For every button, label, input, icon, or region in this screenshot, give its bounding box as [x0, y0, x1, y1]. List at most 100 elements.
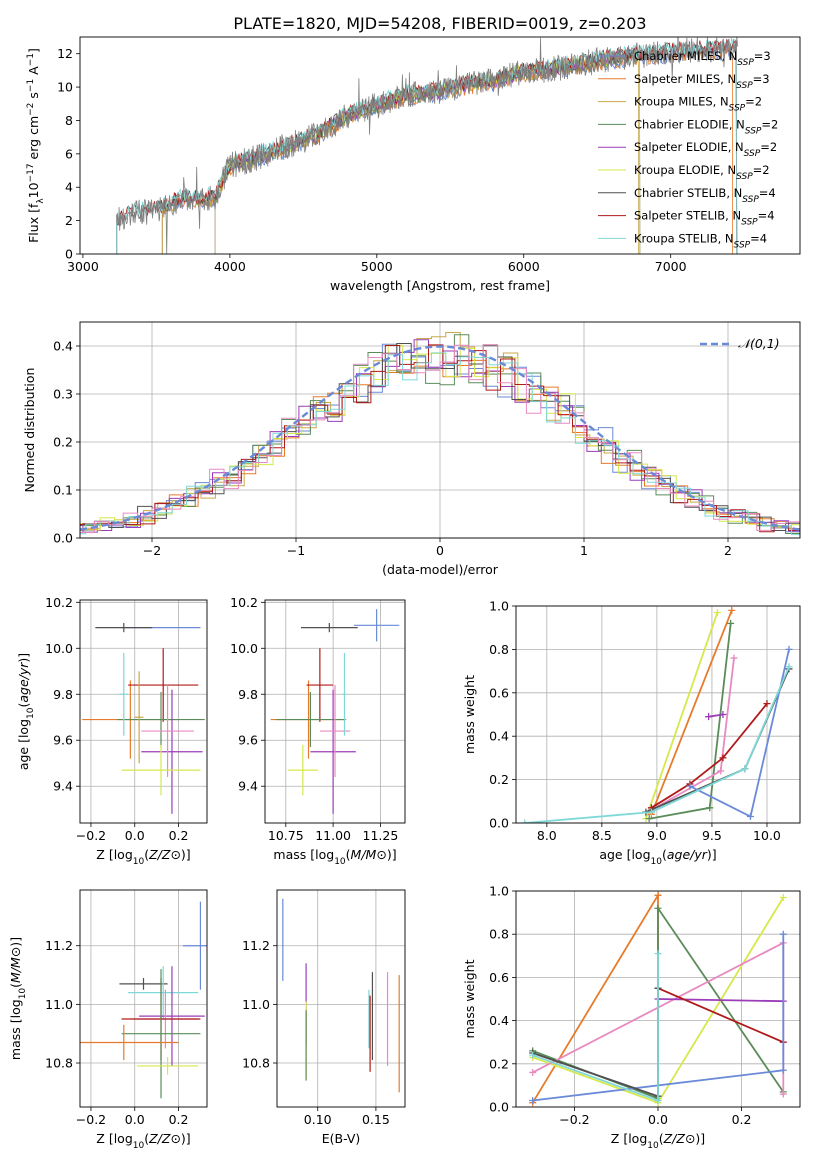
axes-frame: [79, 599, 208, 824]
weight-marker: [741, 765, 749, 773]
x-tick-label: 0.0: [125, 1112, 145, 1127]
observed-spectrum-line: [116, 37, 739, 254]
y-tick-label: 9.6: [53, 733, 73, 748]
weight-marker: [645, 815, 653, 823]
weight-line: [650, 609, 733, 815]
weight-marker: [727, 619, 735, 627]
age-vs-mass-panel: 10.75 11.00 11.25 9.4 9.6 9.8 10.0 10.2 mass [lo…: [230, 595, 406, 867]
weight-marker: [785, 645, 793, 653]
x-tick-label: 11.00: [315, 828, 351, 843]
weight-marker: [529, 1097, 537, 1105]
y-tick-label: 0.8: [489, 927, 509, 942]
y-tick-label: 2: [65, 213, 73, 228]
weight-marker: [705, 713, 713, 721]
x-axis-label: (data-model)/error: [382, 562, 499, 577]
y-axis-label: Flux [fλ10−17 erg cm−2 s−1 A−1]: [26, 48, 46, 243]
x-tick-label: −0.2: [559, 1112, 589, 1127]
x-tick-label: 7000: [655, 259, 687, 274]
x-tick-label: −1: [287, 543, 305, 558]
x-tick-label: 1: [580, 543, 588, 558]
x-axis-label: age [log10(age/yr)]: [599, 847, 716, 867]
y-tick-label: 11.2: [242, 938, 270, 953]
x-tick-label: 4000: [214, 259, 246, 274]
weight-marker: [713, 609, 721, 617]
y-tick-label: 6: [65, 146, 73, 161]
weight-marker: [529, 1051, 537, 1059]
axes-frame: [79, 889, 208, 1108]
spectrum-panel: 3000 4000 5000 6000 7000 0 2 4 6 8 10 12 wavelength …: [26, 36, 801, 293]
legend-label: 𝒩(0,1): [738, 336, 780, 351]
weight-line: [689, 649, 790, 818]
weight-marker: [719, 754, 727, 762]
weight-line: [657, 987, 784, 1044]
weight-marker: [529, 1068, 537, 1076]
y-tick-label: 9.6: [238, 733, 258, 748]
mass-vs-EBV-panel: 0.10 0.15 10.8 11.0 11.2 E(B-V): [242, 889, 406, 1146]
weight-marker: [730, 654, 738, 662]
x-tick-label: 0.15: [362, 1112, 390, 1127]
y-tick-label: 10.2: [45, 595, 73, 610]
x-tick-label: 3000: [67, 259, 99, 274]
weight-marker: [719, 711, 727, 718]
weight-line: [650, 703, 768, 809]
weight-line: [657, 998, 784, 1003]
x-axis-label: wavelength [Angstrom, rest frame]: [330, 278, 550, 293]
errorbars: [270, 609, 400, 814]
x-tick-label: 0.10: [304, 1112, 332, 1127]
weight-line: [532, 953, 659, 1102]
weight-lines: [521, 606, 793, 823]
x-tick-label: −2: [143, 543, 161, 558]
x-tick-label: 10.0: [753, 828, 781, 843]
y-tick-label: 0.2: [489, 1056, 509, 1071]
x-tick-label: 0.0: [125, 828, 145, 843]
x-tick-label: 0.2: [169, 1112, 189, 1127]
legend-label: Chabrier STELIB, NSSP=4: [634, 186, 776, 205]
y-tick-label: 0.4: [489, 1013, 509, 1028]
weight-marker: [686, 782, 694, 790]
x-tick-label: 11.25: [363, 828, 399, 843]
y-axis-label: Normed distribution: [22, 368, 37, 493]
y-tick-label: 1.0: [489, 599, 509, 614]
y-tick-label: 9.4: [238, 779, 258, 794]
weight-marker: [728, 606, 736, 614]
y-tick-label: 0.6: [489, 685, 509, 700]
weight-vs-age-panel: 8.0 8.5 9.0 9.5 10.0 0.0 0.2 0.4 0.6 0.8 1.0 age [l…: [462, 599, 801, 867]
weight-marker: [647, 808, 655, 816]
y-tick-label: 0.0: [489, 816, 509, 831]
y-tick-label: 0.0: [489, 1100, 509, 1115]
x-tick-label: 0: [436, 543, 444, 558]
y-axis-label: age [log10(age/yr)]: [16, 653, 36, 770]
x-tick-label: 0.2: [169, 828, 189, 843]
mass-vs-Z-panel: −0.2 0.0 0.2 10.8 11.0 11.2 Z [log10(Z/Z⊙)] mas…: [8, 889, 208, 1151]
errorbars: [282, 898, 400, 1093]
y-tick-label: 4: [65, 180, 73, 195]
model-spectrum-line: [116, 37, 738, 254]
weight-line: [524, 666, 790, 823]
axes-frame: [515, 890, 801, 1108]
weight-marker: [706, 804, 714, 812]
x-tick-label: 10.75: [268, 828, 304, 843]
x-axis-label: Z [log10(Z/Z⊙)]: [96, 847, 190, 867]
legend-label: Kroupa STELIB, NSSP=4: [634, 231, 767, 250]
axes-frame: [79, 321, 801, 539]
y-tick-label: 10.0: [45, 641, 73, 656]
x-tick-label: −0.2: [76, 828, 106, 843]
y-tick-label: 0.2: [489, 772, 509, 787]
weight-line: [531, 892, 659, 1104]
y-tick-label: 0.4: [489, 729, 509, 744]
legend-label: Chabrier MILES, NSSP=3: [634, 49, 771, 68]
age-vs-Z-panel: −0.2 0.0 0.2 9.4 9.6 9.8 10.0 10.2 Z [log10(Z/Z⊙…: [16, 595, 208, 867]
y-tick-label: 10.8: [45, 1056, 73, 1071]
legend-label: Chabrier ELODIE, NSSP=2: [634, 117, 778, 136]
y-tick-label: 11.2: [45, 938, 73, 953]
weight-marker: [779, 1090, 787, 1098]
residuals-panel: −2 −1 0 1 2 0.0 0.1 0.2 0.3 0.4 (data-model)/error…: [22, 321, 801, 577]
y-axis-label: mass weight: [462, 675, 477, 754]
x-axis-label: Z [log10(Z/Z⊙)]: [96, 1131, 190, 1151]
x-axis-label: Z [log10(Z/Z⊙)]: [611, 1131, 705, 1151]
histogram-line: [80, 344, 800, 537]
x-axis-label: mass [log10(M/M⊙)]: [273, 847, 396, 867]
axes-frame: [264, 599, 406, 824]
legend-label: Kroupa ELODIE, NSSP=2: [634, 163, 770, 182]
